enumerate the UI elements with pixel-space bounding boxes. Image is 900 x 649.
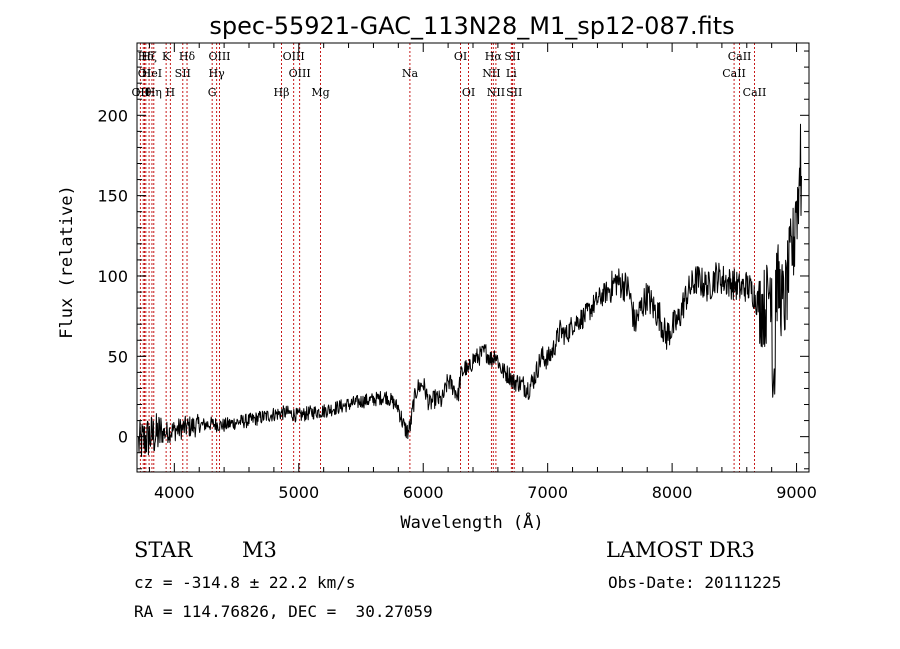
observation-date: Obs-Date: 20111225 [608,573,782,592]
reference-line-label: OIII [208,50,230,63]
reference-line-label: H [166,86,176,99]
object-subclass: M3 [242,538,277,562]
reference-line-label: SII [175,67,191,80]
x-tick-label: 8000 [652,483,693,502]
reference-line-label: Mg [311,86,329,99]
reference-line-label: HeI [142,67,162,80]
reference-line-label: OI [454,50,467,63]
y-tick-label: 200 [97,106,128,125]
x-axis-label: Wavelength (Å) [400,511,543,533]
reference-line-label: OI [138,67,151,80]
survey-name: LAMOST DR3 [606,538,755,562]
x-tick-label: 6000 [403,483,444,502]
x-tick-label: 5000 [278,483,319,502]
reference-line-label: SII [504,50,520,63]
plot-frame [136,42,810,473]
x-axis-ticks: 4000 5000 6000 7000 8000 9000 [148,43,817,502]
reference-line-label: Hζ [141,50,157,63]
x-tick-label: 7000 [527,483,568,502]
object-class: STAR [134,538,193,562]
y-axis-label: Flux (relative) [57,185,77,339]
reference-lines [139,43,755,472]
reference-line-label: NII [487,86,505,99]
y-axis-ticks: 0 50 100 150 200 [97,50,809,470]
reference-line-label: Hδ [179,50,196,63]
x-tick-label: 4000 [154,483,195,502]
x-tick-label: 9000 [776,483,817,502]
reference-line-label: OIII [289,67,311,80]
reference-line-label: CaII [728,50,752,63]
reference-line-label: SII [506,86,522,99]
reference-line-label: Hβ [274,86,290,99]
y-tick-label: 150 [97,187,128,206]
reference-line-label: Hγ [209,67,226,80]
reference-line-label: Hη [146,86,162,99]
reference-line-label: CaII [722,67,746,80]
reference-line-label: OII [132,86,150,99]
reference-line-label: Hδ [138,50,155,63]
y-tick-label: 0 [118,428,128,447]
reference-line-label: K [162,50,171,63]
y-tick-label: 100 [97,267,128,286]
reference-line-label: Hθ [135,86,152,99]
chart-title: spec-55921-GAC_113N28_M1_sp12-087.fits [209,12,734,40]
sky-coordinates: RA = 114.76826, DEC = 30.27059 [134,602,433,621]
reference-line-label: CaII [743,86,767,99]
reference-line-label: Na [402,67,419,80]
reference-line-label: Li [506,67,517,80]
reference-line-label: G [208,86,217,99]
redshift-velocity: cz = -314.8 ± 22.2 km/s [134,573,356,592]
spectrum-line [138,123,802,457]
reference-line-label: OI [462,86,475,99]
y-tick-label: 50 [108,347,128,366]
reference-line-label: Hα [485,50,503,63]
reference-line-label: OIII [283,50,305,63]
reference-line-label: NII [482,67,500,80]
